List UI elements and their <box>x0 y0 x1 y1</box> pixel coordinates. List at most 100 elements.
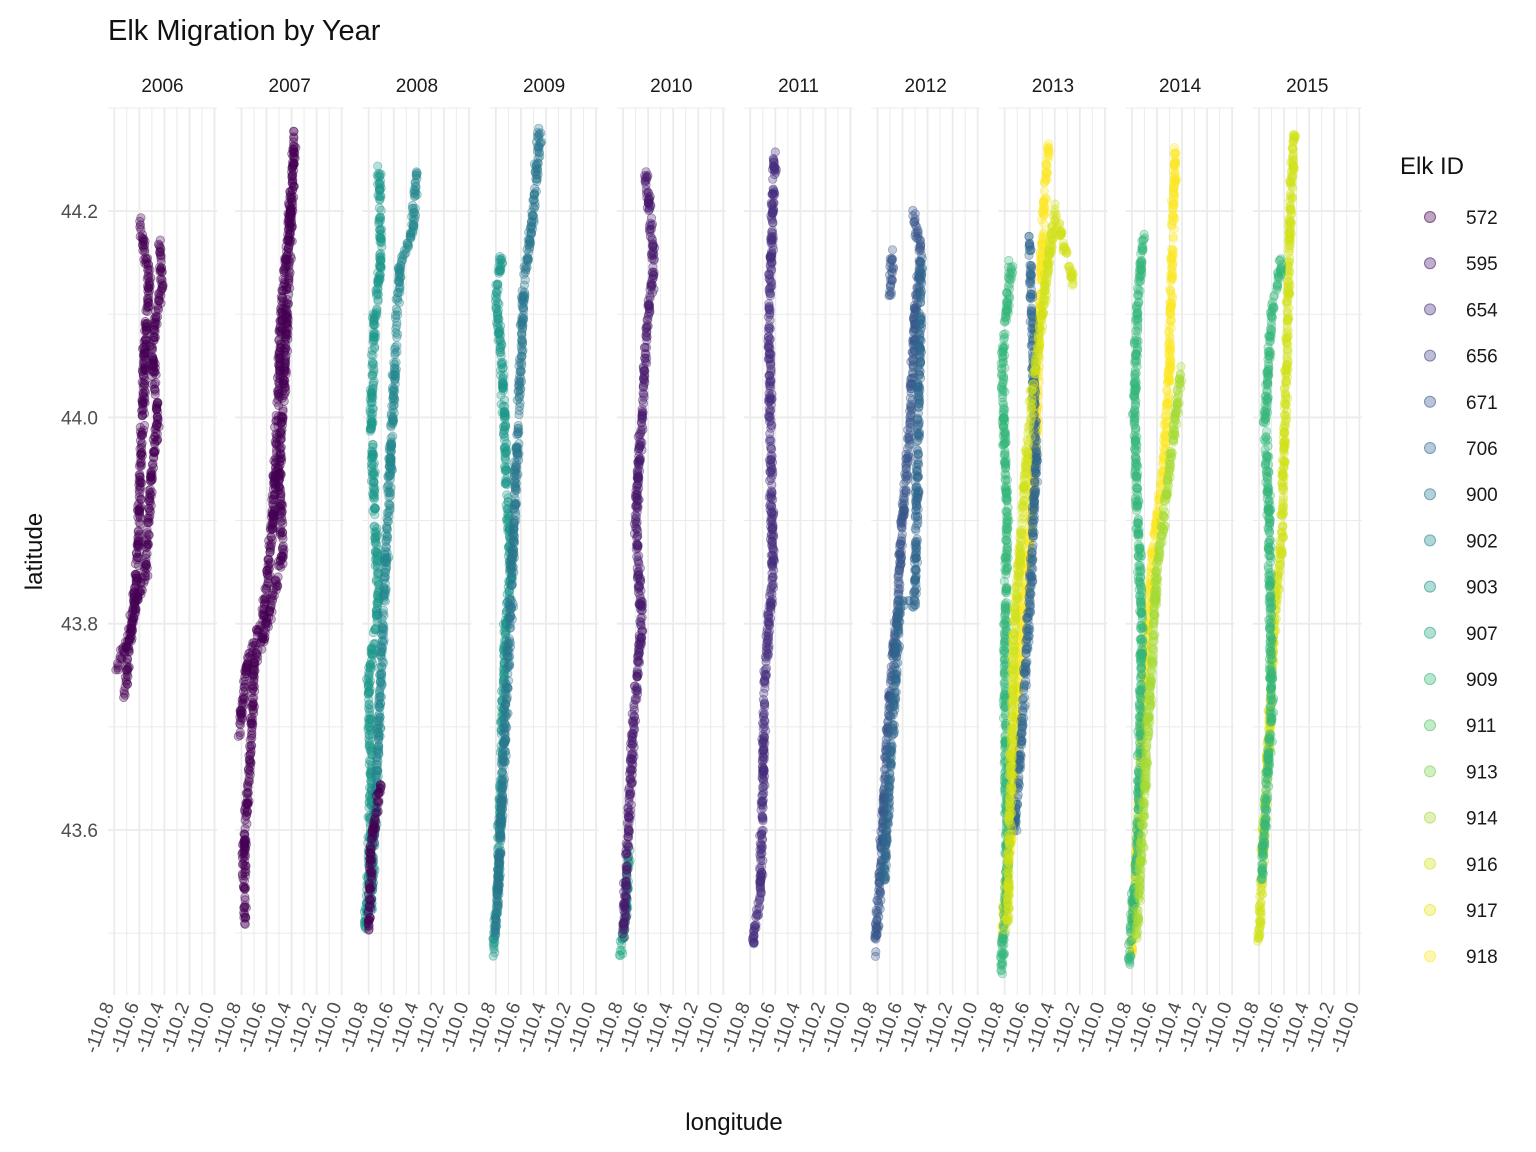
data-point-elk-572 <box>270 436 280 447</box>
facet-strip-label: 2009 <box>523 76 565 97</box>
data-point-elk-572 <box>138 344 148 354</box>
data-point-elk-902 <box>385 491 395 501</box>
data-point-elk-903 <box>490 947 500 958</box>
data-point-elk-595 <box>630 695 641 705</box>
data-point-elk-903 <box>370 535 381 545</box>
data-point-elk-595 <box>632 573 643 583</box>
data-point-elk-595 <box>645 293 655 303</box>
data-point-elk-572 <box>130 609 140 619</box>
data-point-elk-900 <box>516 383 526 394</box>
data-point-elk-902 <box>392 329 403 339</box>
data-point-elk-671 <box>901 464 911 474</box>
data-point-elk-572 <box>284 229 295 239</box>
data-point-elk-572 <box>144 278 154 288</box>
data-point-elk-572 <box>128 605 138 615</box>
data-point-elk-902 <box>410 191 420 201</box>
data-point-elk-595 <box>624 818 634 828</box>
data-point-elk-572 <box>113 663 123 673</box>
data-point-elk-903 <box>374 203 384 213</box>
data-point-elk-595 <box>636 639 646 650</box>
data-point-elk-572 <box>276 305 287 315</box>
data-point-elk-572 <box>265 547 275 557</box>
data-point-elk-595 <box>626 778 636 789</box>
data-point-elk-572 <box>236 709 246 719</box>
data-point-elk-671 <box>901 487 911 498</box>
data-point-elk-572 <box>131 607 141 617</box>
facet-strip-label: 2006 <box>141 76 183 97</box>
data-point-elk-572 <box>273 572 283 582</box>
chart-title: Elk Migration by Year <box>108 15 381 47</box>
data-point-elk-654 <box>766 436 776 446</box>
data-point-elk-572 <box>149 332 159 343</box>
data-point-elk-572 <box>123 630 133 640</box>
data-point-elk-572 <box>367 871 377 881</box>
data-point-elk-900 <box>509 517 519 527</box>
data-point-elk-902 <box>384 461 394 472</box>
data-point-elk-900 <box>497 749 508 759</box>
data-point-elk-900 <box>508 562 518 572</box>
data-point-elk-671 <box>870 932 880 942</box>
data-point-elk-572 <box>111 665 121 675</box>
data-point-elk-654 <box>764 404 774 414</box>
data-point-elk-654 <box>759 788 769 799</box>
data-point-elk-902 <box>403 240 414 250</box>
data-point-elk-654 <box>763 332 773 342</box>
data-point-elk-902 <box>373 756 383 766</box>
data-point-elk-903 <box>375 194 385 204</box>
data-point-elk-903 <box>366 388 376 398</box>
facet-panels: 2006-110.8-110.6-110.4-110.2-110.02007-1… <box>81 76 1364 1056</box>
data-point-elk-572 <box>245 766 255 776</box>
data-point-elk-900 <box>497 803 507 813</box>
data-point-elk-595 <box>627 736 637 746</box>
data-point-elk-572 <box>131 603 141 613</box>
data-point-elk-902 <box>392 310 402 320</box>
data-point-elk-903 <box>376 255 386 265</box>
data-point-elk-654 <box>749 930 759 941</box>
data-point-elk-572 <box>145 493 155 504</box>
data-point-elk-572 <box>248 647 258 657</box>
data-point-elk-903 <box>501 448 511 458</box>
data-point-elk-572 <box>113 661 123 671</box>
data-point-elk-572 <box>279 278 289 288</box>
data-point-elk-903 <box>493 323 503 333</box>
data-point-elk-572 <box>243 788 253 798</box>
data-point-elk-902 <box>387 401 397 411</box>
data-point-elk-654 <box>766 444 776 454</box>
data-point-elk-572 <box>288 160 299 170</box>
data-point-elk-572 <box>275 346 285 356</box>
data-point-elk-572 <box>121 641 131 651</box>
data-point-elk-572 <box>117 653 127 663</box>
data-point-elk-903 <box>375 237 385 247</box>
data-point-elk-654 <box>765 288 775 298</box>
data-point-elk-900 <box>533 158 543 169</box>
data-point-elk-900 <box>529 203 540 213</box>
data-point-elk-671 <box>874 912 884 922</box>
data-point-elk-572 <box>125 623 135 634</box>
data-point-elk-572 <box>127 616 137 627</box>
data-point-elk-654 <box>768 529 779 540</box>
data-point-elk-902 <box>383 499 394 509</box>
data-point-elk-572 <box>118 645 128 656</box>
data-point-elk-903 <box>363 687 374 698</box>
data-point-elk-572 <box>271 429 281 439</box>
data-point-elk-595 <box>642 172 652 183</box>
data-point-elk-572 <box>137 573 147 583</box>
data-point-elk-572 <box>138 230 148 240</box>
data-point-elk-902 <box>407 200 418 210</box>
data-point-elk-572 <box>127 619 137 630</box>
data-point-elk-902 <box>394 298 404 308</box>
data-point-elk-572 <box>277 325 287 335</box>
data-point-elk-903 <box>369 376 379 386</box>
data-point-elk-900 <box>493 903 503 914</box>
data-point-elk-595 <box>625 766 636 776</box>
data-point-elk-572 <box>265 558 275 568</box>
data-point-elk-654 <box>764 644 774 654</box>
data-point-elk-654 <box>767 515 777 525</box>
data-point-elk-595 <box>619 891 630 902</box>
data-point-elk-902 <box>393 288 403 298</box>
data-point-elk-572 <box>141 559 152 570</box>
data-point-elk-902 <box>411 167 421 177</box>
data-point-elk-654 <box>765 309 775 320</box>
facet-strip-label: 2010 <box>650 76 692 97</box>
